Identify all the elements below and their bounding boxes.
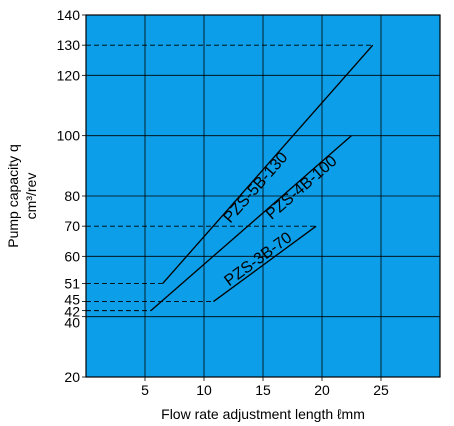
y-tick-label: 70 (64, 218, 80, 234)
x-axis-label: Flow rate adjustment length ℓmm (161, 406, 365, 422)
y-tick-label: 60 (64, 248, 80, 264)
x-tick-label: 25 (373, 382, 389, 398)
y-tick-label: 100 (57, 128, 81, 144)
y-tick-label: 120 (57, 67, 81, 83)
x-tick-label: 10 (196, 382, 212, 398)
y-tick-label: 40 (64, 315, 80, 331)
x-tick-label: 20 (314, 382, 330, 398)
y-tick-label: 42 (64, 304, 80, 320)
grid (86, 14, 440, 378)
y-tick-label: 130 (57, 37, 81, 53)
y-tick-label: 140 (57, 7, 81, 23)
x-tick-label: 5 (141, 382, 149, 398)
y-tick-label: 20 (64, 369, 80, 385)
reference-lines (86, 44, 373, 312)
series-line (162, 44, 374, 284)
series-line (213, 225, 317, 303)
series-line (150, 135, 352, 312)
series-lines (150, 44, 374, 312)
y-axis-unit: cm³/rev (23, 173, 39, 220)
y-tick-label: 45 (64, 292, 80, 308)
y-axis-label: Pump capacity q (5, 144, 21, 248)
y-tick-label: 80 (64, 188, 80, 204)
y-tick-label: 51 (64, 275, 80, 291)
x-tick-label: 15 (255, 382, 271, 398)
